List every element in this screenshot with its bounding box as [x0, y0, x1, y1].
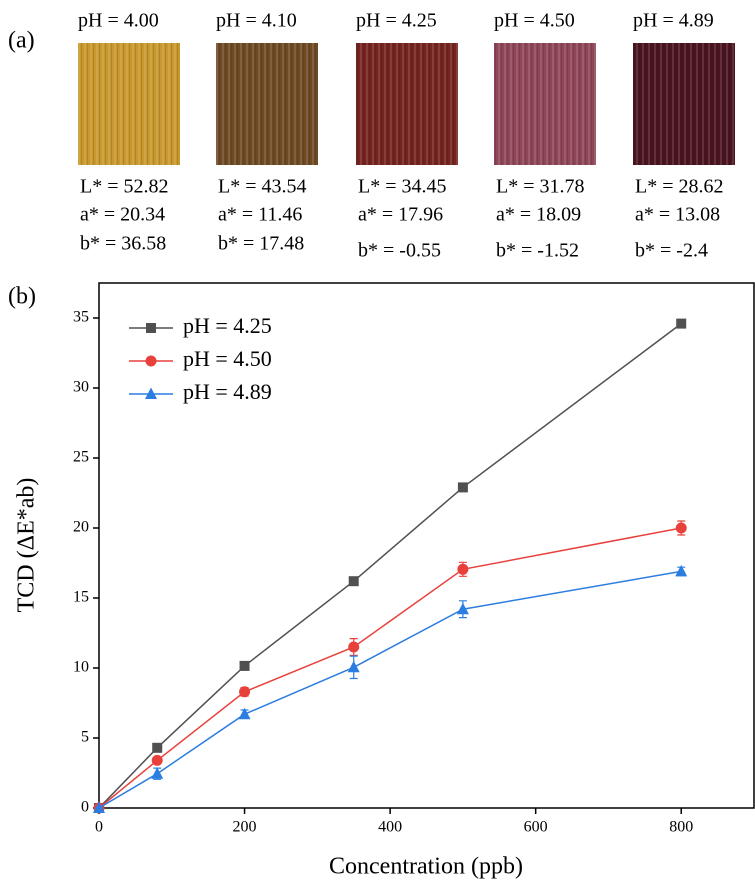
data-point [347, 660, 360, 673]
x-tick-label: 0 [95, 819, 103, 836]
y-tick-label: 20 [73, 519, 89, 536]
l-value: L* = 28.62 [635, 176, 724, 198]
ph-label: pH = 4.00 [78, 10, 159, 32]
y-tick-label: 5 [81, 729, 89, 746]
a-value: a* = 17.96 [358, 204, 443, 226]
b-value: b* = 17.48 [218, 233, 304, 255]
panel-label: (a) [8, 28, 35, 54]
x-tick-label: 200 [233, 819, 257, 836]
data-point [239, 686, 251, 698]
l-value: L* = 31.78 [496, 176, 585, 198]
data-point [457, 482, 468, 493]
a-value: a* = 20.34 [80, 204, 165, 226]
swatch-texture [633, 43, 735, 165]
x-tick-label: 800 [669, 819, 693, 836]
data-point [348, 641, 360, 653]
b-value: b* = -2.4 [635, 240, 708, 262]
a-value: a* = 11.46 [218, 204, 302, 226]
ph-label: pH = 4.50 [494, 10, 575, 32]
swatch-texture [494, 43, 596, 165]
data-point [675, 564, 688, 577]
plot-frame [98, 282, 755, 809]
legend-marker [145, 355, 157, 367]
y-tick-label: 25 [73, 449, 89, 466]
data-point [238, 707, 251, 720]
b-value: b* = -1.52 [496, 240, 579, 262]
swatch-texture [216, 43, 318, 165]
a-value: a* = 13.08 [635, 204, 720, 226]
y-tick-label: 35 [73, 309, 89, 326]
panel-label: (b) [8, 284, 36, 310]
data-point [675, 522, 687, 534]
b-value: b* = 36.58 [80, 233, 166, 255]
legend-label: pH = 4.25 [183, 313, 272, 338]
y-axis-label: TCD (ΔE*ab) [14, 478, 40, 613]
data-point [151, 767, 164, 779]
series-line [98, 323, 682, 809]
y-tick-label: 15 [73, 589, 89, 606]
data-point [348, 576, 359, 587]
data-point [456, 602, 469, 615]
x-axis-label: Concentration (ppb) [329, 854, 523, 880]
l-value: L* = 52.82 [80, 176, 169, 198]
x-tick-label: 400 [378, 819, 402, 836]
series-line [98, 570, 682, 809]
legend-label: pH = 4.89 [183, 379, 272, 404]
l-value: L* = 34.45 [358, 176, 447, 198]
data-point [676, 318, 687, 329]
a-value: a* = 18.09 [496, 204, 581, 226]
y-tick-label: 0 [81, 799, 89, 816]
data-point [152, 742, 163, 753]
data-point [151, 754, 163, 766]
x-tick-label: 600 [524, 819, 548, 836]
y-tick-label: 30 [73, 379, 89, 396]
ph-label: pH = 4.89 [633, 10, 714, 32]
l-value: L* = 43.54 [218, 176, 307, 198]
ph-label: pH = 4.10 [216, 10, 297, 32]
ph-label: pH = 4.25 [356, 10, 437, 32]
y-tick-label: 10 [73, 659, 89, 676]
legend-marker [146, 323, 156, 333]
legend-marker [145, 387, 157, 399]
data-point [239, 660, 250, 671]
data-point [457, 563, 469, 575]
legend-label: pH = 4.50 [183, 346, 272, 371]
swatch-texture [356, 43, 458, 165]
b-value: b* = -0.55 [358, 240, 441, 262]
data-point [93, 801, 105, 813]
swatch-texture [78, 43, 180, 165]
series-line [98, 527, 682, 809]
